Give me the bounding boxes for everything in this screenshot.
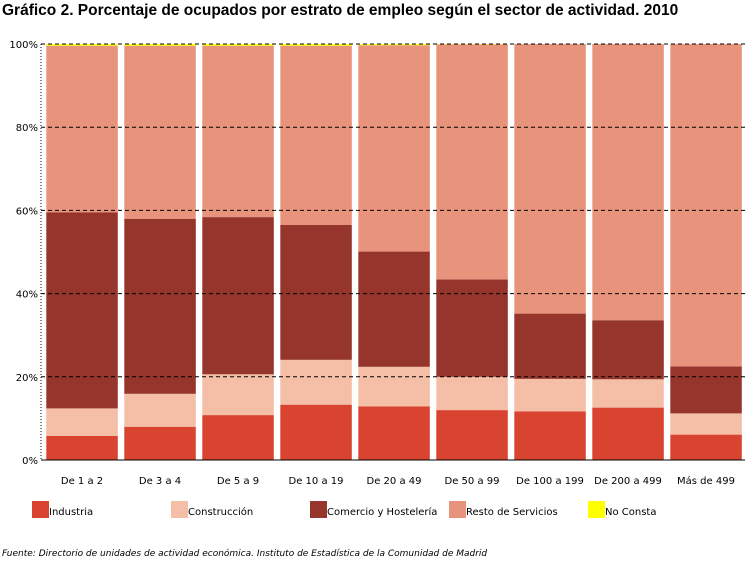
x-tick-label: De 3 a 4 — [139, 476, 181, 487]
x-tick-label: De 100 a 199 — [516, 476, 584, 487]
bar-segment — [280, 359, 352, 405]
bar-segment — [358, 406, 430, 460]
bar-segment — [202, 415, 274, 460]
legend-swatch-comercio — [310, 500, 327, 518]
plot-area: De 1 a 2 De 3 a 4 De 5 a 9 De 10 a 19 De 20 … — [9, 40, 745, 487]
legend-swatch-no-consta — [588, 500, 605, 518]
y-tick-label: 40% — [16, 290, 38, 301]
legend-item-resto-servicios: Resto de Servicios — [449, 500, 558, 518]
legend-label-industria: Industria — [49, 506, 94, 518]
bar-segment — [280, 45, 352, 226]
legend-item-construccion: Construcción — [171, 500, 253, 518]
bar-segment — [592, 320, 664, 380]
bar-segment — [358, 366, 430, 407]
bar-segment — [124, 44, 196, 46]
bar-segment — [280, 44, 352, 46]
bar-segment — [46, 44, 118, 46]
source-note: Fuente: Directorio de unidades de activi… — [2, 549, 488, 559]
legend-item-no-consta: No Consta — [588, 500, 656, 518]
bar-segment — [358, 251, 430, 367]
bar-segment — [46, 45, 118, 213]
bar-segment — [514, 411, 586, 460]
bar-segment — [436, 376, 508, 411]
bar-segment — [124, 426, 196, 460]
y-tick-label: 80% — [16, 123, 38, 134]
bar-segment — [514, 378, 586, 412]
legend-label-comercio: Comercio y Hostelería — [327, 506, 438, 518]
bar-segment — [124, 393, 196, 427]
bar-segment — [670, 413, 742, 435]
bar-segment — [124, 218, 196, 394]
legend-label-construccion: Construcción — [188, 506, 254, 518]
bar-segment — [124, 45, 196, 219]
x-tick-label: De 10 a 19 — [289, 476, 344, 487]
bar-segment — [670, 434, 742, 460]
y-tick-label: 0% — [22, 456, 38, 467]
bar-segment — [280, 225, 352, 360]
bar-segment — [358, 45, 430, 252]
bar-segment — [670, 44, 742, 367]
bar-segment — [202, 45, 274, 218]
bar-segment — [46, 408, 118, 436]
x-tick-label: De 20 a 49 — [367, 476, 422, 487]
x-tick-label: De 200 a 499 — [594, 476, 662, 487]
legend-label-no-consta: No Consta — [605, 506, 657, 518]
bar-segment — [202, 217, 274, 375]
legend-swatch-industria — [32, 500, 49, 518]
legend-item-industria: Industria — [32, 500, 93, 518]
bar-segment — [358, 44, 430, 46]
y-tick-label: 60% — [16, 206, 38, 217]
x-tick-label: De 1 a 2 — [61, 476, 103, 487]
bar-segment — [46, 212, 118, 409]
x-tick-label: De 50 a 99 — [445, 476, 500, 487]
legend-item-comercio: Comercio y Hostelería — [310, 500, 437, 518]
stacked-bar-chart: De 1 a 2 De 3 a 4 De 5 a 9 De 10 a 19 De 20 … — [9, 40, 745, 487]
bar-segment — [280, 404, 352, 460]
legend-swatch-resto-servicios — [449, 500, 466, 518]
bar-segment — [202, 44, 274, 46]
x-tick-label: De 5 a 9 — [217, 476, 259, 487]
bar-segment — [436, 410, 508, 460]
bar-segment — [592, 379, 664, 408]
bar-segment — [46, 435, 118, 460]
bar-segment — [436, 44, 508, 280]
x-tick-label: Más de 499 — [677, 475, 735, 487]
y-tick-label: 100% — [9, 40, 38, 51]
bar-segment — [592, 44, 664, 321]
bar-segment — [592, 407, 664, 460]
legend-swatch-construccion — [171, 500, 188, 518]
legend-label-resto-servicios: Resto de Servicios — [466, 506, 558, 518]
bar-segment — [202, 374, 274, 416]
bar-segment — [436, 279, 508, 377]
bar-segment — [514, 313, 586, 379]
y-tick-label: 20% — [16, 373, 38, 384]
bar-segment — [514, 44, 586, 314]
chart-title: Gráfico 2. Porcentaje de ocupados por es… — [2, 2, 679, 19]
bar-segment — [670, 366, 742, 414]
